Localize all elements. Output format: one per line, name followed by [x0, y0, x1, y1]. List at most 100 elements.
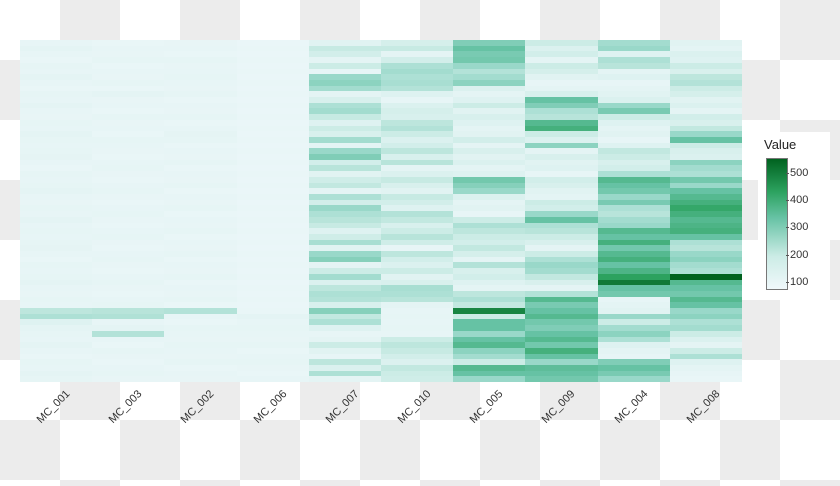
heatmap-cell: [381, 319, 454, 326]
x-axis-label: MC_001: [34, 388, 73, 426]
heatmap-cell: [164, 136, 237, 143]
heatmap-cell: [525, 165, 598, 172]
heatmap-column-MC_008: [669, 40, 743, 383]
heatmap-cell: [525, 119, 598, 126]
heatmap-cell: [597, 370, 670, 377]
heatmap-cell: [597, 176, 670, 183]
heatmap-cell: [597, 154, 670, 160]
heatmap-cell: [236, 342, 309, 348]
heatmap-cell: [525, 353, 598, 360]
heatmap-cell: [669, 216, 743, 223]
heatmap-cell: [453, 62, 526, 69]
heatmap-cell: [92, 302, 165, 309]
heatmap-cell: [20, 148, 93, 155]
heatmap-cell: [669, 353, 743, 360]
heatmap-cell: [381, 245, 454, 252]
heatmap-cell: [525, 114, 598, 120]
heatmap-cell: [525, 245, 598, 252]
heatmap-cell: [381, 205, 454, 212]
heatmap-cell: [308, 97, 382, 103]
heatmap-cell: [597, 251, 670, 257]
heatmap-cell: [308, 313, 382, 320]
heatmap-cell: [20, 308, 93, 314]
heatmap-cell: [236, 256, 309, 263]
heatmap-cell: [381, 359, 454, 366]
heatmap-cell: [381, 97, 454, 103]
heatmap-cell: [20, 136, 93, 143]
heatmap-cell: [669, 302, 743, 309]
heatmap-cell: [381, 256, 454, 263]
heatmap-cell: [381, 228, 454, 234]
heatmap-cell: [308, 353, 382, 360]
heatmap-cell: [92, 359, 165, 366]
heatmap-cell: [381, 365, 454, 371]
heatmap-cell: [381, 216, 454, 223]
heatmap-cell: [308, 233, 382, 240]
heatmap-cell: [525, 159, 598, 166]
heatmap-cell: [597, 171, 670, 177]
heatmap-cell: [92, 85, 165, 92]
heatmap-cell: [453, 108, 526, 115]
heatmap-cell: [453, 308, 526, 314]
legend-tick-label: 400: [785, 194, 809, 207]
heatmap-cell: [308, 359, 382, 366]
legend-title: Value: [764, 137, 797, 152]
heatmap-cell: [525, 125, 598, 132]
heatmap-cell: [308, 114, 382, 120]
heatmap-column-MC_005: [453, 40, 526, 383]
heatmap-cell: [308, 376, 382, 383]
heatmap-cell: [669, 228, 743, 234]
heatmap-cell: [92, 40, 165, 46]
heatmap-cell: [164, 290, 237, 297]
heatmap-cell: [669, 91, 743, 98]
heatmap-cell: [453, 205, 526, 212]
heatmap-cell: [669, 319, 743, 326]
heatmap-cell: [236, 176, 309, 183]
heatmap-cell: [236, 273, 309, 280]
heatmap-cell: [92, 182, 165, 189]
heatmap-cell: [597, 353, 670, 360]
heatmap-cell: [308, 79, 382, 86]
heatmap-cell: [164, 188, 237, 194]
heatmap-cell: [92, 319, 165, 326]
heatmap-cell: [236, 57, 309, 63]
heatmap-cell: [164, 108, 237, 115]
heatmap-cell: [453, 211, 526, 217]
heatmap-cell: [92, 125, 165, 132]
heatmap-cell: [236, 45, 309, 52]
heatmap-cell: [525, 97, 598, 103]
heatmap-cell: [669, 251, 743, 257]
heatmap-cell: [669, 51, 743, 58]
heatmap-cell: [381, 211, 454, 217]
heatmap-cell: [453, 119, 526, 126]
heatmap-cell: [20, 251, 93, 257]
heatmap-cell: [164, 154, 237, 160]
heatmap-cell: [453, 279, 526, 286]
heatmap-cell: [20, 125, 93, 132]
heatmap-cell: [236, 40, 309, 46]
heatmap-cell: [453, 285, 526, 291]
heatmap-cell: [525, 68, 598, 75]
heatmap-cell: [453, 102, 526, 109]
heatmap-cell: [164, 216, 237, 223]
heatmap-cell: [453, 79, 526, 86]
heatmap-cell: [525, 205, 598, 212]
heatmap-cell: [453, 131, 526, 137]
heatmap-cell: [669, 125, 743, 132]
heatmap-cell: [92, 119, 165, 126]
heatmap-cell: [597, 313, 670, 320]
heatmap-cell: [164, 182, 237, 189]
heatmap-cell: [92, 159, 165, 166]
heatmap-cell: [525, 193, 598, 200]
heatmap-cell: [453, 376, 526, 383]
heatmap-cell: [164, 148, 237, 155]
heatmap-cell: [164, 102, 237, 109]
heatmap-cell: [20, 62, 93, 69]
heatmap-cell: [669, 262, 743, 269]
heatmap-cell: [92, 205, 165, 212]
heatmap-cell: [164, 62, 237, 69]
heatmap-cell: [597, 108, 670, 115]
heatmap-cell: [453, 97, 526, 103]
heatmap-cell: [597, 114, 670, 120]
heatmap-cell: [236, 131, 309, 137]
